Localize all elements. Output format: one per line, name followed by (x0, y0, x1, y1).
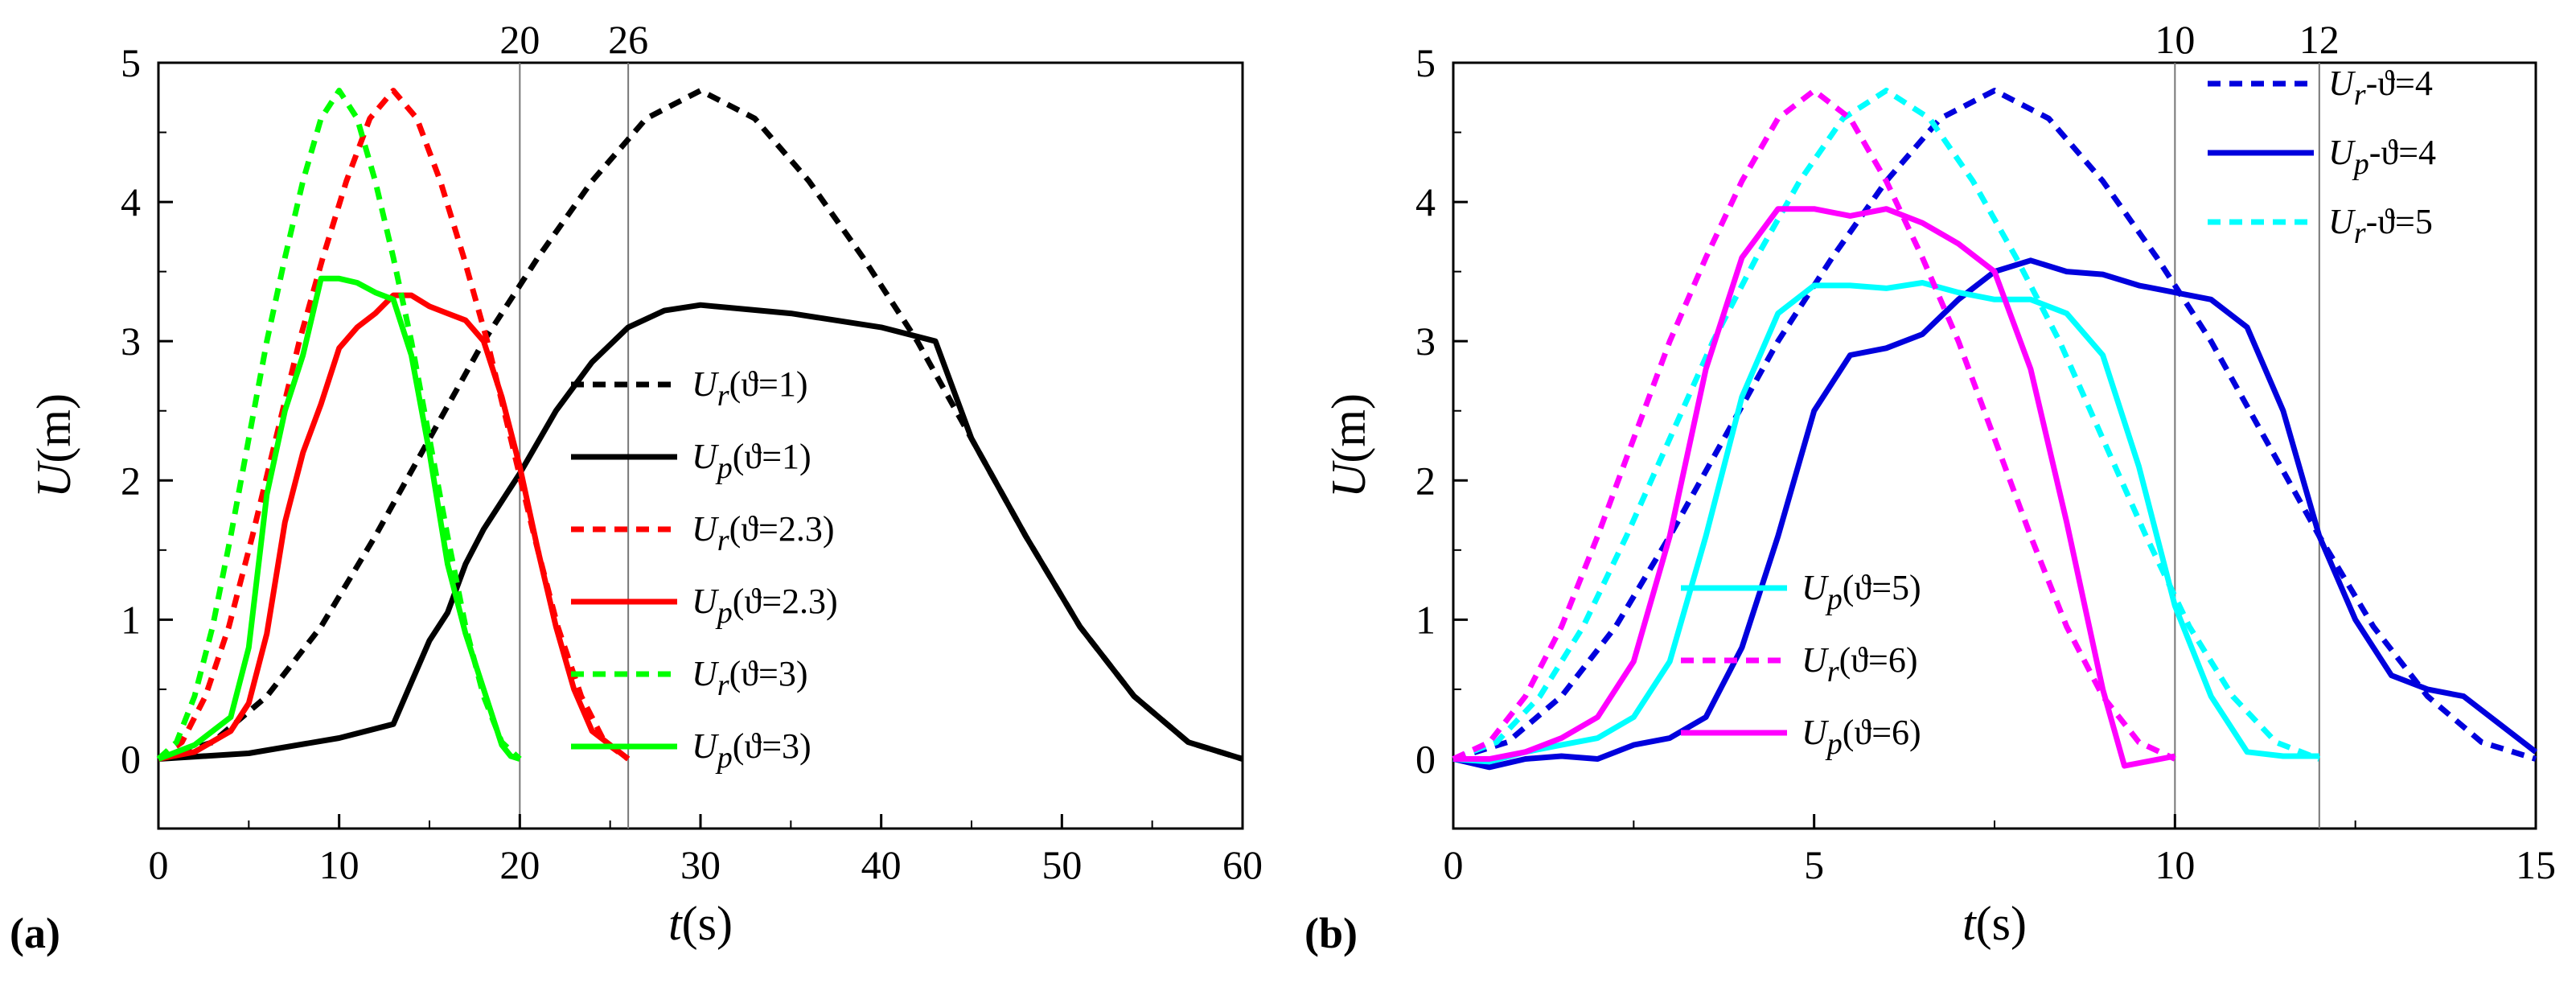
legend-entry: Up-ϑ=4 (2328, 133, 2436, 181)
y-tick-label: 5 (121, 40, 141, 85)
y-tick-label: 1 (1415, 597, 1436, 642)
y-tick-label: 4 (1415, 179, 1436, 224)
y-tick-label: 5 (1415, 40, 1436, 85)
panel-label: (a) (10, 909, 60, 957)
x-tick-label: 5 (1804, 842, 1824, 887)
legend-entry: Ur(ϑ=6) (1802, 640, 1917, 689)
x-tick-label: 10 (2155, 842, 2195, 887)
series-line-r-4 (156, 88, 522, 762)
reference-line-label: 26 (608, 17, 648, 62)
x-tick-label: 20 (499, 842, 540, 887)
series-line-r-0 (1452, 88, 2537, 762)
series-line-p-5 (1453, 206, 2175, 769)
x-axis-label: t(s) (668, 897, 733, 950)
series-line-r-2 (156, 88, 631, 762)
x-tick-label: 60 (1222, 842, 1263, 887)
series-line-p-5 (157, 275, 521, 762)
y-tick-label: 3 (121, 319, 141, 364)
y-tick-label: 0 (121, 736, 141, 781)
series-line-r-0 (157, 88, 1244, 762)
y-tick-label: 2 (121, 458, 141, 503)
y-axis-label: U(m) (27, 393, 80, 498)
x-tick-label: 0 (1444, 842, 1464, 887)
x-tick-label: 15 (2516, 842, 2556, 887)
x-tick-label: 0 (149, 842, 169, 887)
legend-entry: Up(ϑ=5) (1802, 568, 1921, 616)
chart-panel-b: 10 120 5 10 15012345t(s)U(m)(b)Ur-ϑ=4Up-ϑ=4U… (1304, 17, 2556, 957)
x-tick-label: 40 (861, 842, 902, 887)
x-tick-label: 50 (1041, 842, 1082, 887)
x-tick-label: 30 (680, 842, 721, 887)
series-line-r-2 (1452, 88, 2321, 762)
legend-entry: Up(ϑ=2.3) (692, 582, 838, 630)
legend-entry: Ur-ϑ=4 (2328, 64, 2433, 112)
y-tick-label: 0 (1415, 736, 1436, 781)
legend-entry: Up(ϑ=1) (692, 437, 811, 485)
reference-line-label: 10 (2155, 17, 2195, 62)
chart-panel-a: 20 26 0 10 20 30 40 50 60 0 1 2 3 4 5 t(s) U(m) (a) Ur(ϑ=1… (10, 17, 1263, 957)
reference-line-label: 20 (499, 17, 540, 62)
x-tick-label: 10 (319, 842, 359, 887)
y-tick-label: 4 (121, 179, 141, 224)
legend-entry: Up(ϑ=3) (692, 726, 811, 775)
y-tick-label: 1 (121, 597, 141, 642)
legend-entry: Ur-ϑ=5 (2328, 202, 2433, 250)
panel-label: (b) (1304, 909, 1358, 957)
x-axis-label: t(s) (1962, 897, 2027, 950)
series-line-p-3 (158, 292, 631, 762)
y-tick-label: 2 (1415, 458, 1436, 503)
reference-line-label: 12 (2299, 17, 2340, 62)
legend-entry: Up(ϑ=6) (1802, 713, 1921, 761)
legend-entry: Ur(ϑ=2.3) (692, 509, 834, 557)
series-line-p-1 (158, 302, 1244, 762)
legend-entry: Ur(ϑ=1) (692, 364, 807, 413)
series-line-p-3 (1452, 280, 2319, 765)
y-axis-label: U(m) (1322, 393, 1375, 498)
legend-entry: Ur(ϑ=3) (692, 654, 807, 702)
y-tick-label: 3 (1415, 319, 1436, 364)
